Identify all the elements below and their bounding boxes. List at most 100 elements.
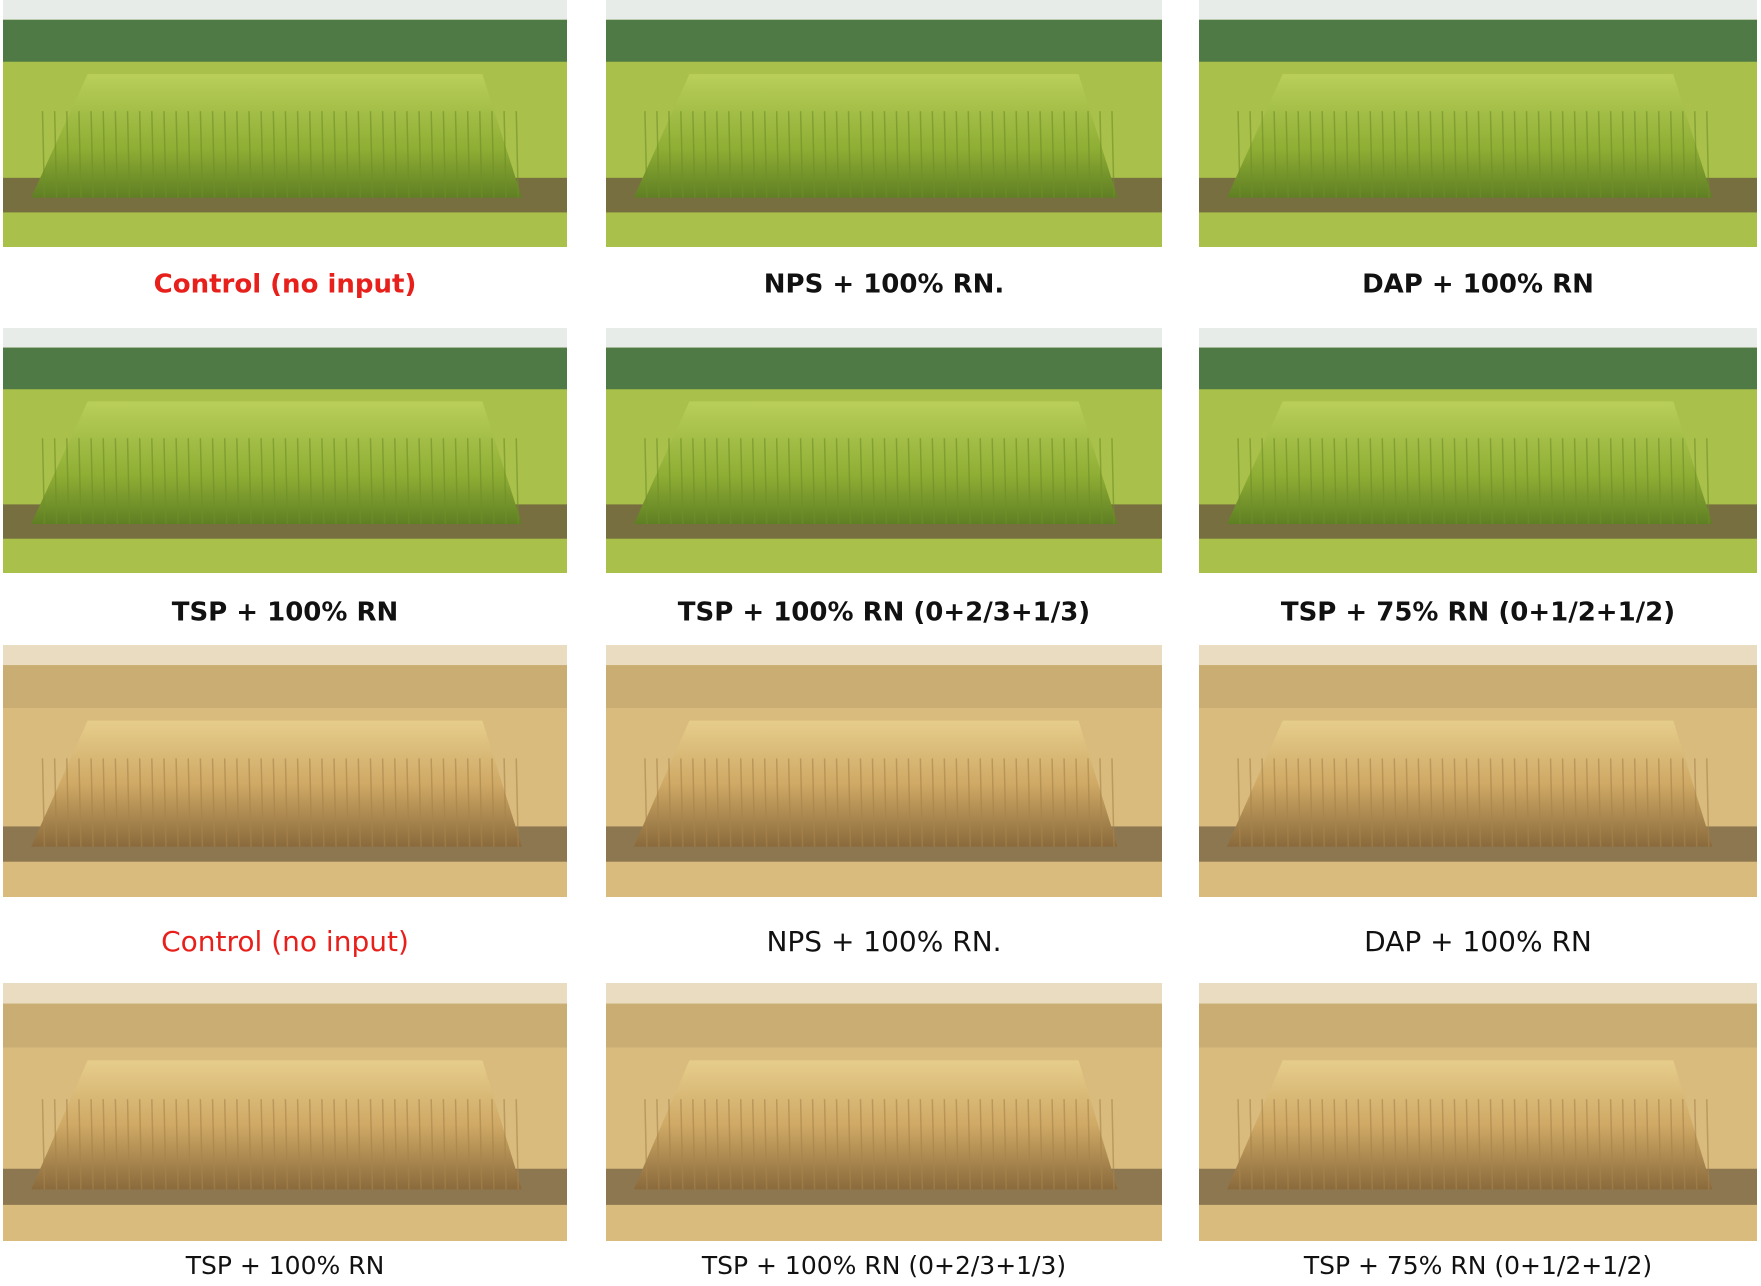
stem [1273,111,1277,198]
stem [1111,438,1115,525]
stem [979,111,983,198]
plot [31,1060,522,1190]
stem [1465,1099,1470,1190]
stem [1489,111,1494,198]
stem [454,1099,459,1190]
stem [90,758,94,847]
stem [955,1099,960,1190]
stem [1453,438,1458,525]
stem [919,438,924,525]
stem [333,438,337,525]
stem [357,111,362,198]
stem [919,1099,924,1190]
stem [1015,111,1019,198]
stem [321,758,325,847]
stem [1585,438,1590,525]
stem [491,111,495,198]
stem [53,1099,58,1190]
stem [1573,1099,1578,1190]
stem [272,438,277,525]
caption: NPS + 100% RN. [766,925,1001,958]
stem [357,1099,362,1190]
stem [1405,758,1410,847]
stem [41,758,46,847]
stem [1237,111,1241,198]
stem [692,758,696,847]
stem [53,758,58,847]
stem [1429,111,1434,198]
stem [1237,1099,1241,1190]
stem [211,111,216,198]
stem [345,1099,349,1190]
stem [1321,438,1325,525]
stem [1063,438,1067,525]
stem [739,438,744,525]
stem [454,438,459,525]
stem [1333,438,1337,525]
stem [126,758,131,847]
stem [1609,438,1614,525]
stem [1537,111,1542,198]
stem [1051,1099,1055,1190]
plot [1226,401,1713,524]
stem [284,111,289,198]
stem [515,758,519,847]
stem [248,758,252,847]
stem [248,111,252,198]
stem [1669,438,1674,525]
far-crop [3,1003,567,1048]
stem [1087,111,1091,198]
stem [823,111,828,198]
stem [1657,438,1662,525]
stem [1063,1099,1067,1190]
stem [931,758,936,847]
stem [1645,438,1650,525]
stem [223,1099,228,1190]
stem [979,438,983,525]
stem [466,758,471,847]
stem [78,1099,82,1190]
stem [859,438,864,525]
stem [357,758,362,847]
stem [102,1099,106,1190]
sky [606,645,1162,666]
stem [1645,111,1650,198]
stem [102,111,106,198]
stem [943,438,948,525]
stem [308,111,313,198]
stem [1405,1099,1410,1190]
stem [1087,1099,1091,1190]
stem [1417,758,1422,847]
stem [1249,758,1253,847]
stem [308,758,313,847]
stem [1075,1099,1079,1190]
stem [138,438,143,525]
stem [126,438,131,525]
photo [1199,645,1757,897]
stem [296,1099,301,1190]
stem [835,758,840,847]
stem [345,438,349,525]
stem [1537,438,1542,525]
caption: TSP + 75% RN (0+1/2+1/2) [1303,1251,1652,1280]
stem [1621,438,1626,525]
stem [479,758,483,847]
stem [1309,1099,1313,1190]
stem [381,758,386,847]
stem [66,111,70,198]
stem [943,111,948,198]
stem [381,438,386,525]
stem [763,758,768,847]
stem [1621,1099,1626,1190]
stem [1694,111,1698,198]
stem [704,111,708,198]
stem [357,438,362,525]
stem [1465,111,1470,198]
stem [211,438,216,525]
stem [1525,758,1530,847]
sky [3,645,567,666]
stem [943,1099,948,1190]
stem [102,758,106,847]
stem [333,111,337,198]
stem [1381,438,1386,525]
